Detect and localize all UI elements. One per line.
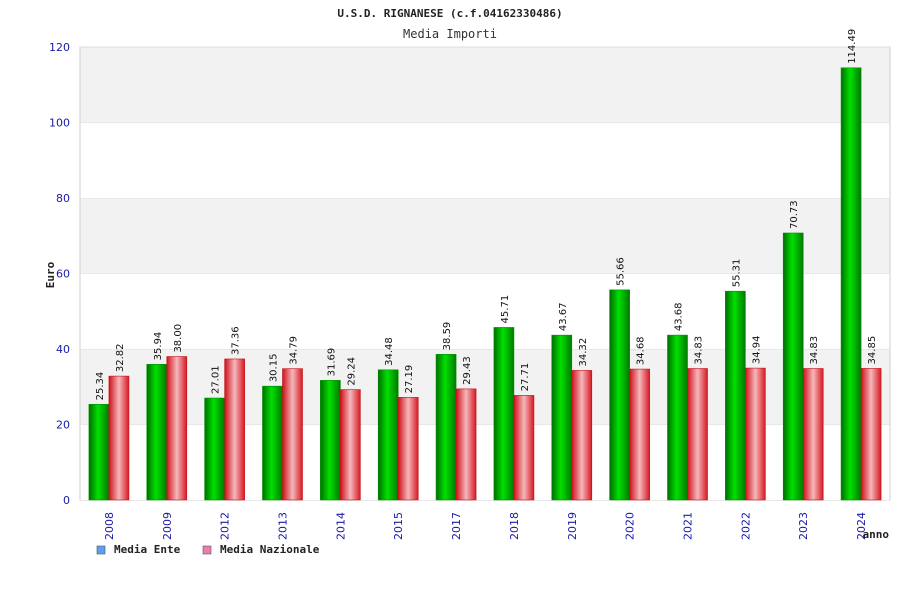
data-label-media-ente: 114.49 bbox=[847, 29, 858, 64]
data-label-media-nazionale: 34.83 bbox=[809, 336, 820, 365]
bar-media-ente bbox=[320, 380, 341, 501]
bar-media-nazionale bbox=[397, 397, 419, 501]
y-tick-label: 60 bbox=[56, 268, 70, 281]
x-tick-label: 2014 bbox=[334, 512, 347, 540]
bar-media-ente bbox=[88, 404, 110, 501]
data-label-media-nazionale: 34.79 bbox=[289, 336, 300, 365]
bar-media-nazionale bbox=[282, 368, 303, 501]
data-label-media-ente: 34.48 bbox=[384, 337, 395, 366]
grid-band bbox=[80, 47, 890, 123]
x-tick-label: 2018 bbox=[508, 512, 521, 540]
bar-media-ente bbox=[262, 385, 283, 501]
bar-media-nazionale bbox=[571, 370, 593, 501]
y-tick-label: 120 bbox=[49, 41, 70, 54]
bar-media-nazionale bbox=[629, 368, 650, 501]
bar-media-nazionale bbox=[687, 368, 708, 501]
data-label-media-ente: 43.67 bbox=[558, 303, 569, 332]
bar-media-ente bbox=[551, 334, 573, 501]
y-axis-ticks: 0 20 40 60 80 100 120 bbox=[49, 41, 70, 507]
grid-band bbox=[80, 122, 890, 198]
chart-subtitle: Media Importi bbox=[403, 27, 497, 41]
y-axis-label: Euro bbox=[44, 261, 57, 288]
data-label-media-nazionale: 27.19 bbox=[404, 365, 415, 394]
bar-media-nazionale bbox=[108, 375, 130, 501]
bar-media-ente bbox=[782, 232, 804, 501]
data-label-media-nazionale: 27.71 bbox=[520, 363, 531, 392]
data-label-media-nazionale: 29.43 bbox=[462, 356, 473, 385]
data-label-media-ente: 25.34 bbox=[95, 372, 106, 401]
x-tick-label: 2017 bbox=[450, 512, 463, 540]
x-axis-ticks: 2008 2009 2012 2013 2014 2015 2017 2018 2019 2020… bbox=[103, 512, 868, 540]
bar-series bbox=[88, 67, 882, 501]
bar-media-ente bbox=[840, 67, 862, 501]
data-label-media-nazionale: 37.36 bbox=[231, 326, 242, 355]
bar-media-nazionale bbox=[802, 368, 824, 501]
grid-band bbox=[80, 273, 890, 349]
data-label-media-nazionale: 29.24 bbox=[346, 357, 357, 386]
bar-media-nazionale bbox=[860, 368, 882, 501]
x-tick-label: 2015 bbox=[392, 512, 405, 540]
grid-band bbox=[80, 424, 890, 500]
data-label-media-nazionale: 34.68 bbox=[636, 336, 647, 365]
data-label-media-ente: 35.94 bbox=[153, 332, 164, 361]
y-tick-label: 40 bbox=[56, 343, 70, 356]
bar-media-ente bbox=[493, 327, 515, 501]
x-tick-label: 2012 bbox=[219, 512, 232, 540]
data-label-media-nazionale: 34.32 bbox=[578, 338, 589, 367]
data-label-media-nazionale: 34.83 bbox=[694, 336, 705, 365]
y-tick-label: 80 bbox=[56, 192, 70, 205]
bar-media-nazionale bbox=[455, 388, 477, 501]
bar-media-nazionale bbox=[166, 356, 188, 501]
bar-media-nazionale bbox=[513, 395, 535, 501]
x-tick-label: 2023 bbox=[797, 512, 810, 540]
x-tick-label: 2009 bbox=[161, 512, 174, 540]
bar-media-ente bbox=[667, 334, 688, 501]
bar-media-ente bbox=[204, 397, 225, 501]
data-label-media-nazionale: 32.82 bbox=[115, 343, 126, 372]
legend-swatch-media-ente bbox=[96, 545, 106, 555]
data-label-media-ente: 70.73 bbox=[789, 200, 800, 229]
data-label-media-ente: 31.69 bbox=[326, 348, 337, 377]
x-tick-label: 2019 bbox=[566, 512, 579, 540]
data-label-media-ente: 55.31 bbox=[731, 259, 742, 288]
bar-media-ente bbox=[377, 369, 399, 501]
legend-label-media-nazionale: Media Nazionale bbox=[220, 543, 320, 556]
bar-media-nazionale bbox=[745, 367, 766, 501]
data-label-media-ente: 27.01 bbox=[211, 365, 222, 394]
x-tick-label: 2020 bbox=[624, 512, 637, 540]
data-label-media-ente: 55.66 bbox=[616, 257, 627, 286]
data-label-media-ente: 38.59 bbox=[442, 322, 453, 351]
data-label-media-ente: 45.71 bbox=[500, 295, 511, 324]
legend: Media Ente Media Nazionale bbox=[96, 543, 320, 556]
y-tick-label: 100 bbox=[49, 117, 70, 130]
bar-media-nazionale bbox=[224, 358, 245, 501]
grid-bands bbox=[79, 46, 891, 501]
data-label-media-ente: 43.68 bbox=[674, 302, 685, 331]
bar-media-ente bbox=[146, 364, 168, 501]
y-tick-label: 20 bbox=[56, 419, 70, 432]
legend-label-media-ente: Media Ente bbox=[114, 543, 181, 556]
bar-media-ente bbox=[725, 290, 746, 501]
x-tick-label: 2022 bbox=[739, 512, 752, 540]
y-tick-label: 0 bbox=[63, 494, 70, 507]
x-tick-label: 2008 bbox=[103, 512, 116, 540]
data-label-media-nazionale: 38.00 bbox=[173, 324, 184, 353]
bar-media-ente bbox=[609, 289, 630, 501]
x-tick-label: 2013 bbox=[277, 512, 290, 540]
data-label-media-nazionale: 34.94 bbox=[751, 335, 762, 364]
x-tick-label: 2021 bbox=[682, 512, 695, 540]
data-label-media-nazionale: 34.85 bbox=[867, 336, 878, 365]
x-tick-label: 2024 bbox=[855, 512, 868, 540]
data-label-media-ente: 30.15 bbox=[269, 354, 280, 383]
bar-media-ente bbox=[435, 354, 457, 501]
bar-media-nazionale bbox=[340, 389, 361, 501]
legend-swatch-media-nazionale bbox=[202, 545, 212, 555]
data-labels: 25.34 32.82 35.94 38.00 27.01 37.36 30.15 34.79… bbox=[95, 29, 878, 401]
chart-title: U.S.D. RIGNANESE (c.f.04162330486) bbox=[337, 7, 562, 20]
grid-band bbox=[80, 349, 890, 425]
x-axis-label: anno bbox=[863, 528, 890, 541]
grid-band bbox=[80, 198, 890, 274]
